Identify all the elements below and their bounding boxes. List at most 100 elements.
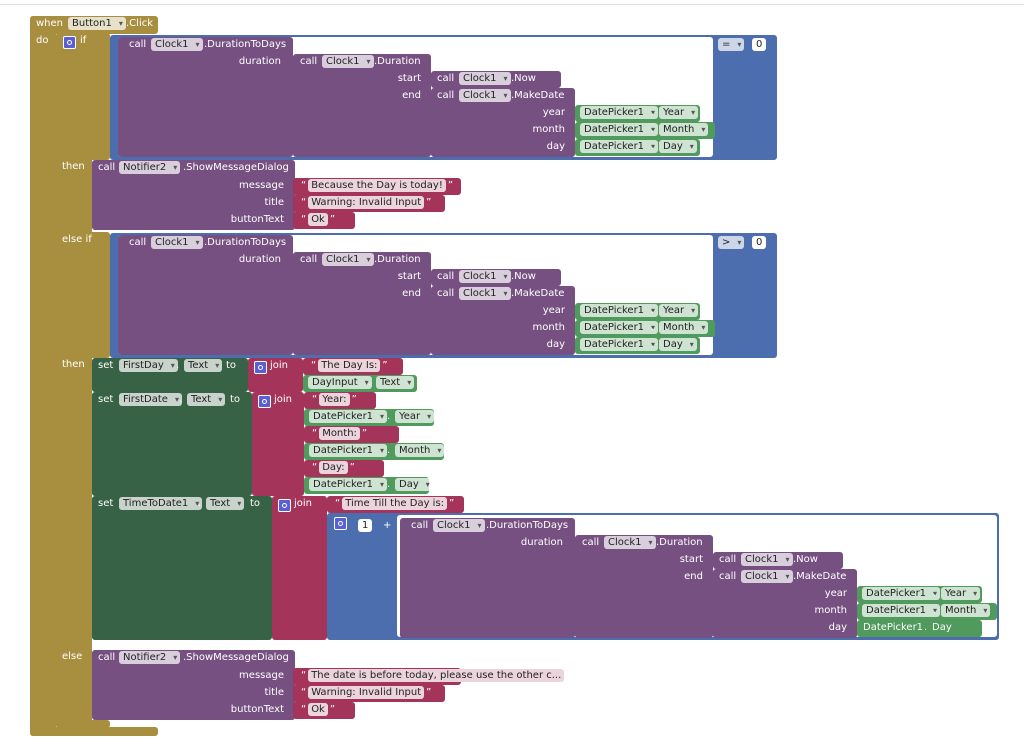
component-dropdown: Clock1	[741, 553, 793, 566]
component-dropdown: DatePicker1	[580, 304, 659, 317]
method-name: .Duration	[656, 537, 703, 548]
component-dropdown: Clock1	[459, 287, 511, 300]
param-label: day	[828, 622, 847, 633]
mutator-icon	[278, 499, 291, 512]
text-literal: “The date is before today, please use th…	[301, 669, 572, 682]
property-dropdown: Year	[651, 106, 699, 119]
param-label: start	[397, 73, 421, 84]
duration-to-days-block	[400, 518, 575, 638]
property-dropdown: Day	[651, 338, 697, 351]
text-literal: “Month: ”	[312, 427, 368, 440]
component-dropdown: Clock1	[459, 270, 511, 283]
call-label: call	[129, 237, 147, 248]
text-value: Day:	[319, 461, 348, 474]
method-name: .Duration	[374, 254, 421, 265]
component-dropdown: Notifier2	[119, 651, 181, 664]
text-literal: “Time Till the Day is: ”	[335, 497, 455, 510]
call-label: call	[437, 288, 455, 299]
param-label: title	[264, 197, 284, 208]
duration-block	[575, 535, 713, 638]
component-dropdown: DatePicker1	[862, 604, 941, 617]
method-name: .MakeDate	[511, 90, 565, 101]
method-name: .Now	[511, 271, 536, 282]
method-name: .Duration	[374, 56, 421, 67]
mutator-icon	[258, 395, 271, 408]
property-dropdown: Day	[387, 478, 433, 491]
component-dropdown: DayInput	[308, 376, 372, 389]
param-label: title	[264, 687, 284, 698]
join-label: join	[270, 360, 289, 371]
property-dropdown: Text	[176, 359, 223, 372]
component-dropdown: Clock1	[433, 519, 485, 532]
component-dropdown: Clock1	[459, 72, 511, 85]
property-dropdown: Year	[933, 587, 981, 600]
param-label: end	[402, 288, 421, 299]
component-dropdown: DatePicker1	[309, 410, 388, 423]
property-dropdown: Text	[179, 393, 226, 406]
param-label: year	[542, 107, 565, 118]
text-value: Ok	[308, 703, 328, 716]
param-label: month	[532, 322, 565, 333]
set-label: set	[98, 394, 114, 405]
method-name: .DurationToDays	[204, 237, 287, 248]
else-if-row	[56, 232, 110, 358]
param-label: month	[532, 124, 565, 135]
method-name: .ShowMessageDialog	[183, 162, 289, 173]
mutator-icon	[254, 361, 267, 374]
method-name: .MakeDate	[511, 288, 565, 299]
property-dropdown: Month	[387, 444, 445, 457]
text-literal: “Ok”	[301, 213, 336, 226]
method-name: .MakeDate	[793, 571, 847, 582]
param-label: message	[239, 180, 284, 191]
call-label: call	[437, 73, 455, 84]
method-name: .DurationToDays	[486, 520, 569, 531]
component-dropdown: FirstDate	[119, 393, 182, 406]
to-label: to	[230, 394, 241, 405]
text-value: Year:	[319, 393, 350, 406]
component-dropdown: DatePicker1	[580, 106, 659, 119]
text-value: Time Till the Day is:	[342, 497, 448, 510]
duration-block	[293, 54, 431, 157]
duration-block	[293, 252, 431, 355]
property-dropdown: Year	[651, 304, 699, 317]
component-dropdown: Clock1	[741, 570, 793, 583]
to-label: to	[226, 360, 237, 371]
param-label: end	[402, 90, 421, 101]
join-label: join	[294, 498, 313, 509]
call-label: call	[437, 271, 455, 282]
join-block	[252, 392, 304, 496]
param-label: start	[397, 271, 421, 282]
call-label: call	[300, 56, 318, 67]
component-dropdown: Clock1	[151, 38, 203, 51]
property-name: Day	[924, 620, 952, 636]
if-row	[56, 33, 110, 160]
method-name: .ShowMessageDialog	[183, 652, 289, 663]
property-dropdown: Month	[651, 321, 709, 334]
method-name: .Now	[511, 73, 536, 84]
text-literal: “Because the Day is today!”	[301, 179, 454, 192]
text-literal: “The Day Is: ”	[311, 359, 388, 372]
param-label: duration	[238, 254, 281, 265]
call-label: call	[411, 520, 429, 531]
text-literal: “Ok”	[301, 703, 336, 716]
operator-dropdown: >	[718, 236, 745, 249]
setter-block	[92, 496, 272, 640]
text-value: The date is before today, please use the…	[308, 669, 565, 682]
property-dropdown: Text	[368, 376, 415, 389]
param-label: message	[239, 670, 284, 681]
component-dropdown: DatePicker1	[309, 478, 388, 491]
param-label: year	[824, 588, 847, 599]
param-label: day	[546, 141, 565, 152]
text-value: Because the Day is today!	[308, 179, 446, 192]
param-label: end	[684, 571, 703, 582]
component-dropdown: Clock1	[459, 89, 511, 102]
call-label: call	[719, 571, 737, 582]
param-label: buttonText	[230, 704, 284, 715]
component-dropdown: DatePicker1	[580, 140, 659, 153]
component-dropdown: TimeToDate1	[119, 497, 203, 510]
component-dropdown: Clock1	[151, 236, 203, 249]
when-label: when	[36, 18, 64, 29]
component-dropdown: DatePicker1	[580, 321, 659, 334]
property-dropdown: Text	[198, 497, 245, 510]
